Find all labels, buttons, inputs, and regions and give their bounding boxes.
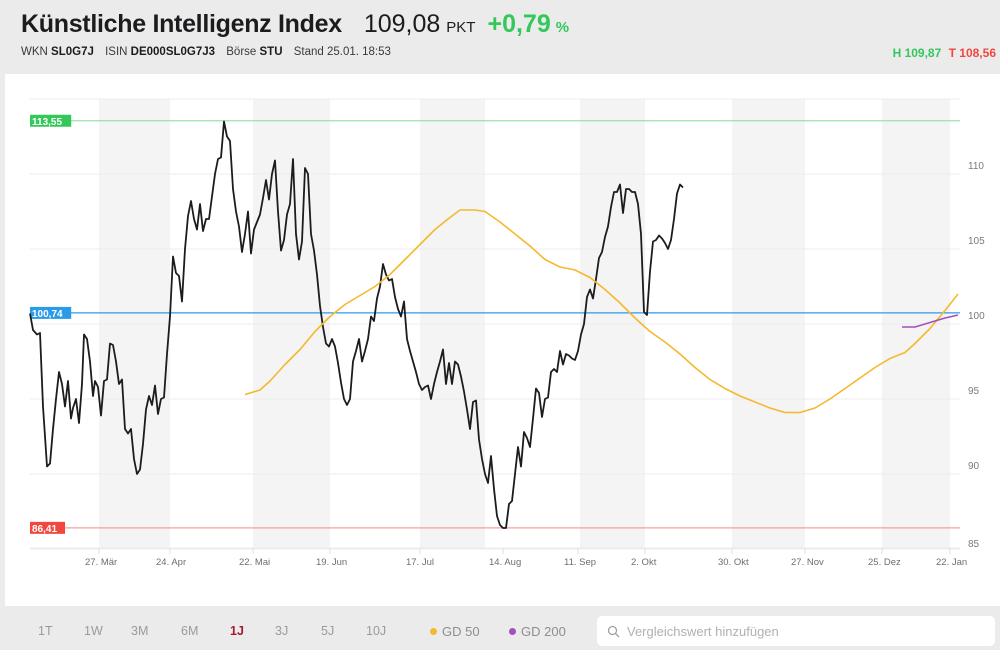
stand-value: 25.01. 18:53 <box>326 46 391 58</box>
svg-text:105: 105 <box>968 236 985 247</box>
change-unit: % <box>555 19 570 36</box>
exchange-label: Börse <box>226 46 257 58</box>
range-1j[interactable]: 1J <box>230 624 244 638</box>
svg-text:90: 90 <box>968 461 980 472</box>
gd200-dot-icon <box>509 628 516 635</box>
series-lines <box>29 120 959 529</box>
svg-text:25. Dez: 25. Dez <box>868 557 901 568</box>
meta-row: WKN SL0G7J ISIN DE000SL0G7J3 Börse STU S… <box>21 46 391 58</box>
gd50-dot-icon <box>430 628 437 635</box>
title-row: Künstliche Intelligenz Index 109,08 PKT … <box>21 10 569 39</box>
range-10j[interactable]: 10J <box>366 624 387 638</box>
svg-text:100: 100 <box>968 311 985 322</box>
svg-text:22. Mai: 22. Mai <box>239 557 270 568</box>
svg-text:24. Apr: 24. Apr <box>156 557 186 568</box>
svg-text:17. Jul: 17. Jul <box>406 557 434 568</box>
axis-labels: 85 90 95 100 105 110 27. Mär 24. Apr 22. Mai 19. … <box>85 161 985 568</box>
svg-text:2. Okt: 2. Okt <box>631 557 657 568</box>
gd-50-line <box>244 209 959 414</box>
legend-gd200[interactable]: GD 200 <box>509 624 566 639</box>
svg-text:113,55: 113,55 <box>32 117 62 128</box>
reference-lines: 113,55 100,74 86,41 <box>30 114 960 535</box>
day-low: T 108,56 <box>948 46 996 60</box>
svg-text:85: 85 <box>968 539 980 550</box>
svg-text:27. Mär: 27. Mär <box>85 557 117 568</box>
isin-label: ISIN <box>105 46 128 58</box>
svg-text:100,74: 100,74 <box>32 309 63 320</box>
price-change: +0,79 <box>487 10 551 38</box>
svg-text:86,41: 86,41 <box>32 524 57 535</box>
stand-label: Stand <box>293 46 324 58</box>
exchange-value: STU <box>259 46 283 58</box>
gd200-label: GD 200 <box>521 624 566 639</box>
wkn-value: SL0G7J <box>51 46 94 58</box>
high-low: H 109,87 T 108,56 <box>893 46 996 60</box>
kurs-line <box>29 120 684 529</box>
index-title: Künstliche Intelligenz Index <box>21 10 342 38</box>
range-3m[interactable]: 3M <box>131 624 149 638</box>
svg-text:14. Aug: 14. Aug <box>489 557 521 568</box>
wkn-label: WKN <box>21 46 48 58</box>
svg-text:110: 110 <box>968 161 984 172</box>
gd-200-line <box>902 314 959 328</box>
svg-text:27. Nov: 27. Nov <box>791 557 824 568</box>
svg-text:95: 95 <box>968 386 980 397</box>
compare-search[interactable] <box>597 616 995 646</box>
isin-value: DE000SL0G7J3 <box>130 46 216 58</box>
svg-text:30. Okt: 30. Okt <box>718 557 749 568</box>
svg-text:11. Sep: 11. Sep <box>564 557 596 568</box>
range-5j[interactable]: 5J <box>321 624 335 638</box>
legend-gd50[interactable]: GD 50 <box>430 624 480 639</box>
range-6m[interactable]: 6M <box>181 624 199 638</box>
compare-input[interactable] <box>627 623 967 639</box>
quote-header: Künstliche Intelligenz Index 109,08 PKT … <box>0 0 1000 74</box>
current-price: 109,08 <box>363 10 441 38</box>
chart-area[interactable]: 113,55 100,74 86,41 85 90 95 100 105 110 27. Mär… <box>5 74 1000 606</box>
price-unit: PKT <box>446 19 476 36</box>
range-1w[interactable]: 1W <box>84 624 103 638</box>
gd50-label: GD 50 <box>442 624 480 639</box>
price-chart[interactable]: 113,55 100,74 86,41 85 90 95 100 105 110 27. Mär… <box>5 74 1000 606</box>
chart-controls: 1T 1W 3M 6M 1J 3J 5J 10J GD 50 GD 200 <box>0 606 1000 650</box>
range-1t[interactable]: 1T <box>38 624 53 638</box>
svg-text:19. Jun: 19. Jun <box>316 557 347 568</box>
search-icon <box>607 625 620 637</box>
day-high: H 109,87 <box>892 46 942 60</box>
svg-text:22. Jan: 22. Jan <box>936 557 967 568</box>
range-3j[interactable]: 3J <box>275 624 289 638</box>
